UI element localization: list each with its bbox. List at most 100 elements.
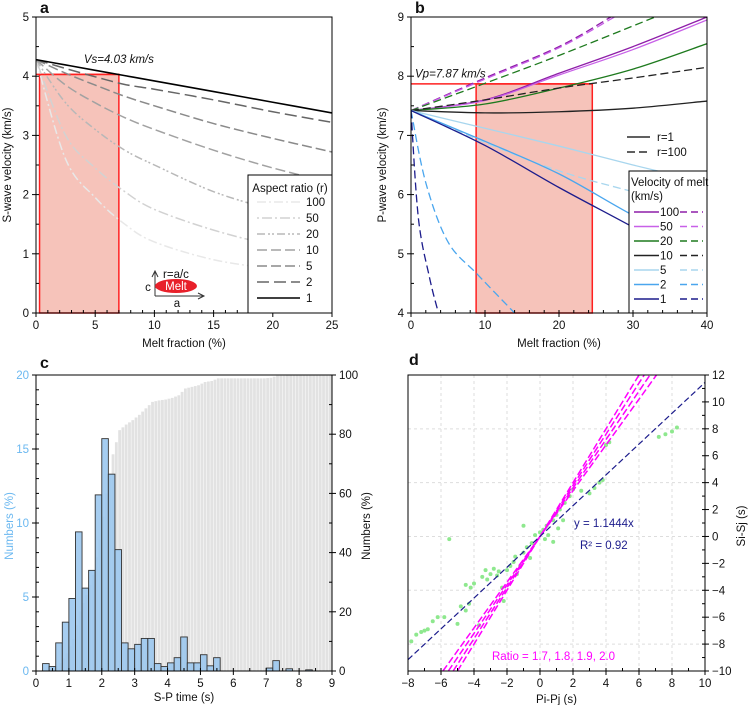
r-squared-label: R² = 0.92 — [580, 540, 628, 552]
y-axis-label: P-wave velocity (km/s) — [377, 107, 389, 222]
x-tick-label: 5 — [92, 320, 98, 332]
histogram-bar — [193, 662, 201, 672]
cumulative-bar — [131, 420, 135, 671]
x-tick-label: 40 — [701, 320, 714, 332]
y-tick-label: 15 — [16, 444, 29, 456]
histogram-bar — [173, 657, 182, 672]
c-label: c — [145, 282, 151, 294]
x-tick-label: 2 — [570, 678, 576, 690]
scatter-point — [414, 632, 419, 637]
x-tick-label: 10 — [148, 320, 161, 332]
cumulative-bar — [184, 388, 187, 671]
cumulative-bar — [312, 375, 316, 671]
fit-equation: y = 1.1444x — [574, 518, 634, 530]
x-tick-label: 1 — [66, 678, 72, 690]
scatter-point — [551, 539, 556, 544]
scatter-point — [455, 621, 460, 626]
y-axis-label-right: Numbers (%) — [361, 492, 373, 560]
scatter-point — [488, 572, 493, 577]
histogram-bar — [140, 637, 149, 672]
scatter-point — [430, 619, 435, 624]
cumulative-bar — [193, 386, 197, 671]
legend-label: 10 — [660, 251, 673, 263]
x-tick-label: 15 — [207, 320, 220, 332]
y-tick-label: 7 — [398, 130, 404, 142]
scatter-point — [447, 537, 452, 542]
cumulative-bar — [322, 375, 325, 671]
cumulative-bar — [223, 378, 227, 671]
y-tick-label: 40 — [339, 548, 352, 560]
y-tick-label: 60 — [339, 488, 352, 500]
panel-label-b: b — [415, 0, 425, 17]
cumulative-bar — [282, 375, 286, 671]
series-solid-v10 — [411, 100, 707, 114]
y-tick-label: 0 — [339, 666, 345, 678]
histogram-bar — [134, 643, 142, 672]
legend-label: 1 — [660, 294, 666, 306]
histogram-bar — [180, 636, 188, 672]
histogram-bar — [61, 621, 70, 672]
cumulative-bar — [137, 414, 141, 671]
scatter-point — [528, 555, 533, 560]
y-tick-label: 20 — [16, 370, 29, 382]
axes-arrows-icon — [151, 269, 206, 300]
y-tick-label: 4 — [23, 71, 30, 83]
scatter-point — [472, 581, 476, 586]
x-tick-label: 25 — [326, 320, 339, 332]
histogram-bar — [147, 637, 155, 672]
x-tick-label: 20 — [266, 320, 279, 332]
y-tick-label: 20 — [339, 607, 352, 619]
cumulative-bar — [200, 383, 204, 671]
x-tick-label: −4 — [467, 678, 481, 690]
cumulative-bar — [292, 375, 296, 671]
ratio-line — [442, 374, 658, 672]
legend-title: Aspect ratio (r) — [252, 183, 328, 195]
y-tick-label: 8 — [398, 71, 404, 83]
vp-annotation: Vp=7.87 km/s — [415, 68, 486, 80]
histogram-bar — [153, 663, 162, 672]
histogram-bar — [68, 598, 76, 672]
x-axis-label: Melt fraction (%) — [142, 338, 226, 350]
y-tick-label: 4 — [712, 478, 719, 490]
cumulative-bar — [246, 378, 250, 671]
scatter-point — [542, 537, 547, 542]
histogram-bar — [127, 648, 136, 672]
legend-label: 1 — [306, 293, 312, 305]
x-tick-label: 8 — [669, 678, 675, 690]
x-tick-label: 0 — [537, 678, 543, 690]
scatter-point — [521, 523, 526, 528]
panel-label-c: c — [40, 355, 49, 372]
cumulative-bar — [121, 427, 125, 671]
cumulative-bar — [177, 395, 181, 671]
y-tick-label: −6 — [712, 612, 725, 624]
scatter-point — [579, 488, 584, 493]
cumulative-bar — [269, 377, 273, 671]
scatter-point — [435, 615, 440, 620]
cumulative-bar — [167, 398, 171, 671]
scatter-point — [556, 526, 561, 531]
histogram-bar — [167, 662, 175, 672]
cumulative-bar — [272, 376, 276, 671]
cumulative-bar — [230, 378, 233, 671]
y-tick-label: 0 — [712, 531, 718, 543]
scatter-point — [496, 569, 501, 574]
cumulative-bar — [295, 375, 299, 671]
series-line-r1 — [36, 58, 332, 114]
cumulative-bar — [160, 399, 164, 671]
cumulative-bar — [151, 401, 154, 671]
scatter-point — [495, 573, 500, 578]
legend-label: 50 — [660, 222, 673, 234]
series-line-r5 — [36, 58, 332, 153]
x-tick-label: 10 — [699, 678, 712, 690]
scatter-point — [505, 568, 509, 573]
cumulative-bar — [243, 378, 246, 671]
cumulative-bar — [197, 385, 200, 671]
histogram-bar — [81, 587, 90, 672]
y-tick-label: 6 — [398, 190, 404, 202]
cumulative-bar — [180, 391, 184, 671]
cumulative-bar — [174, 396, 177, 671]
x-axis-label: Pi-Pj (s) — [536, 694, 577, 705]
x-tick-label: 10 — [479, 320, 492, 332]
